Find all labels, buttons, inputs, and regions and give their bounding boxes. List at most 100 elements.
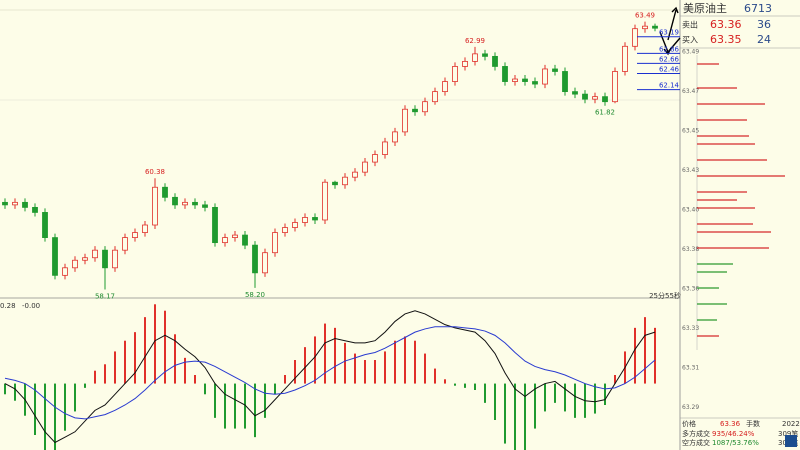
depth-price-label: 63.33 <box>682 325 699 332</box>
macd-bar <box>84 383 86 388</box>
candle-body <box>82 257 88 261</box>
macd-bar <box>74 383 76 412</box>
candle-body <box>222 237 228 244</box>
candle-body <box>482 53 488 57</box>
last-price: 63.36 <box>720 420 741 428</box>
macd-bar <box>254 383 256 438</box>
candle-body <box>552 68 558 72</box>
depth-price-label: 63.29 <box>682 404 699 411</box>
candle-body <box>102 249 108 269</box>
macd-label: -0.00 <box>22 302 40 310</box>
candle-body <box>632 28 638 47</box>
candle-body <box>22 201 28 208</box>
macd-label: 0.28 <box>0 302 16 310</box>
ask-price: 63.36 <box>710 18 742 31</box>
depth-price-label: 63.40 <box>682 207 699 214</box>
buy-label: 多方成交 <box>682 429 710 438</box>
depth-price-label: 63.49 <box>682 49 699 56</box>
macd-bar <box>474 383 476 390</box>
candle-body <box>282 227 288 233</box>
candle-body <box>232 234 238 238</box>
macd-bar <box>244 383 246 429</box>
macd-bar <box>304 347 306 384</box>
macd-bar <box>274 383 276 395</box>
macd-bar <box>654 327 656 384</box>
price-annotation: 61.82 <box>595 109 615 117</box>
candle-body <box>12 201 18 206</box>
candle-body <box>402 108 408 133</box>
macd-bar <box>4 383 6 395</box>
candle-body <box>472 53 478 62</box>
macd-bar <box>134 332 136 384</box>
price-annotation: 58.20 <box>245 291 265 299</box>
depth-price-label: 63.43 <box>682 167 699 174</box>
macd-bar <box>64 383 66 431</box>
macd-bar <box>564 383 566 412</box>
candle-body <box>2 201 8 206</box>
macd-bar <box>334 327 336 384</box>
macd-bar <box>364 360 366 384</box>
macd-bar <box>634 327 636 384</box>
macd-bar <box>434 368 436 384</box>
bid-price: 63.35 <box>710 33 742 46</box>
macd-bar <box>524 383 526 450</box>
candle-body <box>192 201 198 206</box>
candle-body <box>592 96 598 100</box>
candle-body <box>182 201 188 206</box>
macd-bar <box>544 383 546 412</box>
macd-bar <box>34 383 36 435</box>
candle-body <box>342 176 348 186</box>
instrument-name: 美原油主 <box>683 1 727 15</box>
candle-body <box>512 78 518 82</box>
macd-bar <box>374 360 376 384</box>
sell-label: 空方成交 <box>682 438 710 447</box>
candle-body <box>652 25 658 29</box>
candle-body <box>452 66 458 82</box>
macd-bar <box>384 351 386 384</box>
settings-button[interactable] <box>785 435 797 447</box>
annotation-arrows <box>659 6 681 56</box>
candle-body <box>62 267 68 276</box>
macd-bar <box>314 336 316 384</box>
macd-bar <box>164 310 166 384</box>
candle-body <box>252 244 258 274</box>
macd-bar <box>514 383 516 450</box>
macd-bar <box>504 383 506 444</box>
candle-body <box>122 237 128 251</box>
macd-bar <box>294 360 296 384</box>
macd-bar <box>394 340 396 384</box>
macd-bar <box>94 370 96 384</box>
price-annotation: 60.38 <box>145 168 165 176</box>
candle-body <box>372 154 378 163</box>
candle-body <box>142 224 148 233</box>
candle-body <box>42 212 48 238</box>
macd-bar <box>204 383 206 395</box>
macd-bar <box>644 317 646 384</box>
buy-count: 309笔 <box>778 429 798 438</box>
candle-body <box>412 108 418 113</box>
macd-bar <box>114 351 116 384</box>
macd-bar <box>104 364 106 384</box>
price-annotation: 62.99 <box>465 37 485 45</box>
macd-bar <box>184 357 186 384</box>
candle-body <box>562 71 568 93</box>
candle-body <box>582 93 588 100</box>
candle-body <box>32 206 38 213</box>
price-label: 价格 <box>682 419 696 428</box>
candle-body <box>522 78 528 82</box>
macd-bar <box>174 334 176 384</box>
candle-body <box>322 181 328 221</box>
candle-body <box>392 131 398 143</box>
sell-volume: 1087/53.76% <box>712 439 759 447</box>
order-level-label: 62.46 <box>659 65 680 73</box>
candle-body <box>612 71 618 103</box>
candle-body <box>202 204 208 208</box>
macd-bar <box>144 317 146 384</box>
candle-body <box>462 61 468 67</box>
macd-bar <box>574 383 576 418</box>
candle-body <box>292 222 298 228</box>
order-level-label: 62.86 <box>659 45 680 53</box>
macd-bar <box>234 383 236 429</box>
candle-body <box>492 55 498 67</box>
macd-bar <box>404 336 406 384</box>
